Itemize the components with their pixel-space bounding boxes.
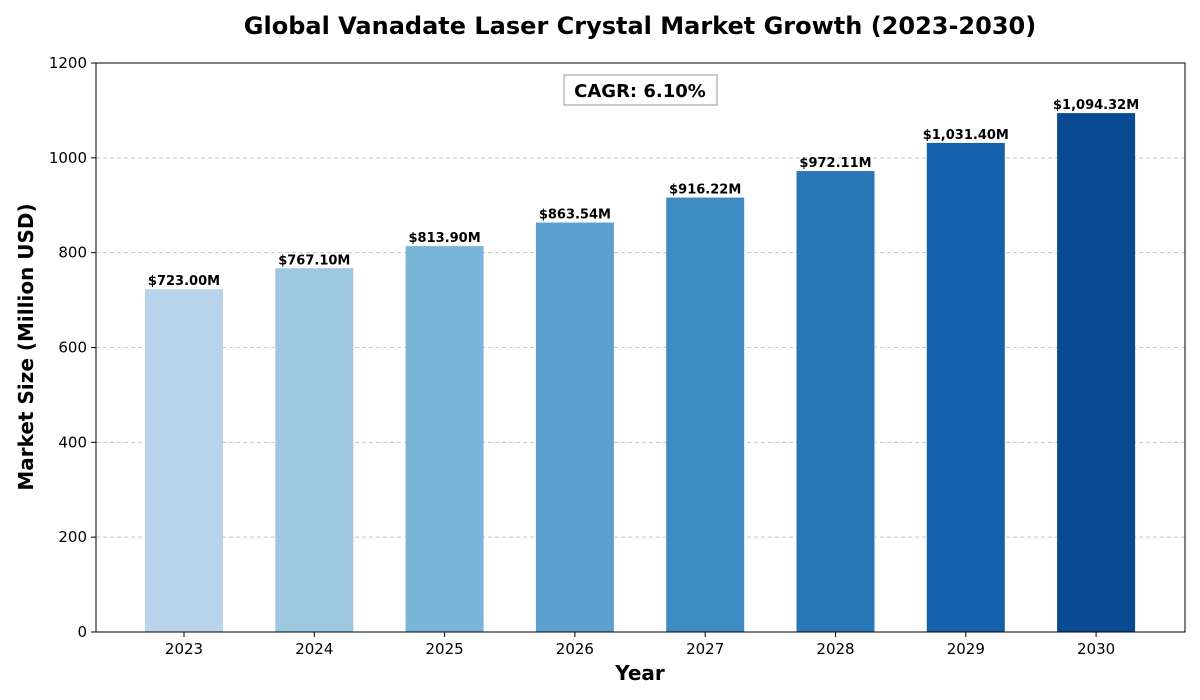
y-tick-label: 1200 (49, 54, 87, 72)
y-axis-ticks: 0 200 400 600 800 1000 1200 (49, 54, 96, 641)
bars (145, 113, 1136, 633)
data-label-2027: $916.22M (669, 183, 741, 198)
bar-2030 (1057, 113, 1136, 633)
data-label-2023: $723.00M (148, 274, 220, 289)
y-tick-label: 400 (58, 433, 87, 451)
x-tick-label-2029: 2029 (947, 640, 985, 658)
data-labels: $723.00M $767.10M $813.90M $863.54M $916.22M… (148, 98, 1139, 289)
cagr-annotation-box (563, 74, 718, 106)
y-tick-label: 600 (58, 339, 87, 357)
grid-lines (96, 157, 1185, 538)
y-tick-label: 1000 (49, 149, 87, 167)
bar-2027 (666, 197, 745, 632)
y-tick-label: 200 (58, 528, 87, 546)
cagr-annotation: CAGR: 6.10% (563, 74, 718, 106)
y-tick-label: 800 (58, 244, 87, 262)
data-label-2029: $1,031.40M (923, 128, 1009, 143)
bar-2029 (926, 142, 1005, 632)
x-tick-label-2027: 2027 (686, 640, 724, 658)
bar-2026 (535, 222, 614, 632)
bar-2028 (796, 171, 875, 632)
bar-2024 (275, 268, 354, 632)
data-label-2026: $863.54M (539, 208, 611, 223)
data-label-2024: $767.10M (278, 253, 350, 268)
y-axis-label: Market Size (Million USD) (14, 203, 38, 490)
chart-title: Global Vanadate Laser Crystal Market Gro… (244, 12, 1036, 40)
x-tick-label-2024: 2024 (295, 640, 333, 658)
x-tick-label-2026: 2026 (556, 640, 594, 658)
data-label-2030: $1,094.32M (1053, 98, 1139, 113)
x-axis-ticks: 2023 2024 2025 2026 2027 2028 2029 2030 (165, 632, 1115, 658)
bar-2023 (145, 289, 223, 632)
data-label-2025: $813.90M (409, 231, 481, 246)
y-tick-label: 0 (77, 623, 87, 641)
bar-2025 (405, 246, 484, 632)
x-tick-label-2030: 2030 (1077, 640, 1115, 658)
cagr-annotation-text: CAGR: 6.10% (574, 81, 706, 102)
x-axis-label: Year (614, 661, 665, 685)
x-tick-label-2023: 2023 (165, 640, 203, 658)
x-tick-label-2025: 2025 (426, 640, 464, 658)
x-tick-label-2028: 2028 (816, 640, 854, 658)
data-label-2028: $972.11M (799, 156, 871, 171)
